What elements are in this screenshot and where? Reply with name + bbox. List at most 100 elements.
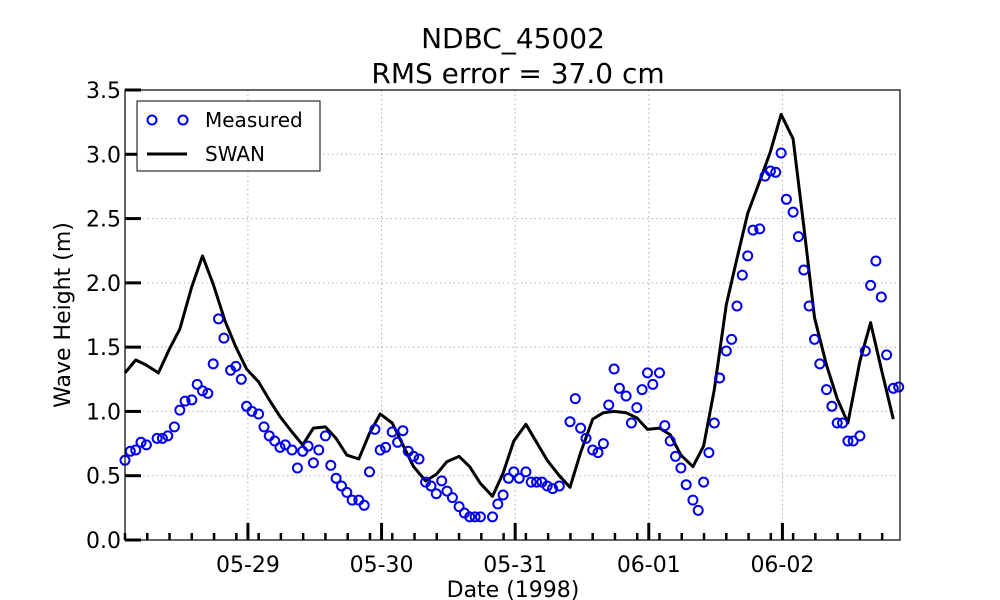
- measured-point: [174, 404, 186, 416]
- measured-point: [893, 381, 905, 393]
- measured-point: [647, 378, 659, 390]
- measured-point: [736, 269, 748, 281]
- measured-point: [608, 363, 620, 375]
- measured-point: [492, 498, 504, 510]
- measured-point: [580, 432, 592, 444]
- measured-point: [659, 420, 671, 432]
- measured-point: [625, 417, 637, 429]
- y-tick-label: 2.0: [86, 272, 121, 297]
- measured-point: [374, 444, 386, 456]
- y-axis-label: Wave Height (m): [51, 222, 76, 408]
- measured-point: [541, 480, 553, 492]
- measured-point: [413, 453, 425, 465]
- measured-point: [642, 367, 653, 379]
- chart-title: NDBC_45002: [421, 22, 605, 55]
- measured-point: [831, 417, 843, 429]
- measured-point: [151, 432, 163, 444]
- y-tick-label: 2.5: [86, 208, 121, 233]
- measured-point: [787, 206, 799, 218]
- axis-ticks: [123, 88, 884, 542]
- measured-point: [837, 417, 848, 429]
- measured-point: [386, 426, 398, 438]
- measured-point: [246, 405, 258, 417]
- tick-labels: 0.0 0.5 1.0 1.5 2.0 2.5 3.0 3.5 05-29 05-30 05-31 0…: [86, 79, 814, 578]
- measured-point: [474, 511, 486, 523]
- measured-point: [775, 147, 787, 159]
- measured-point: [307, 457, 319, 469]
- measured-point: [392, 436, 404, 448]
- measured-point: [742, 250, 754, 262]
- measured-point: [369, 423, 381, 435]
- measured-point: [135, 436, 147, 448]
- measured-point: [553, 480, 565, 492]
- measured-point: [258, 421, 270, 433]
- measured-point: [592, 447, 604, 459]
- measured-point: [425, 480, 437, 492]
- measured-point: [313, 444, 325, 456]
- measured-point: [692, 504, 704, 516]
- y-tick-label: 3.5: [86, 79, 121, 104]
- measured-point: [213, 313, 224, 325]
- measured-point: [235, 373, 247, 385]
- measured-point: [865, 279, 877, 291]
- measured-point: [162, 430, 174, 442]
- x-tick-label: 06-02: [750, 553, 814, 578]
- measured-point: [207, 358, 219, 370]
- legend-box: [136, 100, 321, 172]
- measured-point: [197, 385, 208, 397]
- x-tick-label: 05-30: [350, 553, 414, 578]
- x-axis-label: Date (1998): [447, 578, 580, 600]
- measured-point: [325, 459, 337, 471]
- measured-point: [353, 494, 365, 506]
- measured-point: [302, 440, 314, 452]
- measured-point: [508, 466, 520, 478]
- measured-point: [487, 511, 498, 523]
- measured-point: [531, 476, 543, 488]
- measured-point: [714, 372, 726, 384]
- measured-point: [613, 382, 625, 394]
- legend-measured-label: Measured: [205, 108, 303, 132]
- measured-point: [854, 430, 866, 442]
- measured-point: [631, 402, 643, 414]
- measured-point: [469, 511, 481, 523]
- measured-point: [731, 300, 743, 312]
- measured-point: [887, 382, 899, 394]
- y-tick-label: 3.0: [86, 143, 121, 168]
- measured-point: [168, 421, 180, 433]
- measured-point: [798, 264, 810, 276]
- measured-point: [720, 345, 732, 357]
- measured-point: [156, 432, 168, 444]
- measured-point: [636, 384, 648, 396]
- measured-point: [430, 488, 442, 500]
- measured-point: [575, 422, 587, 434]
- measured-point: [503, 472, 514, 484]
- measured-point: [230, 360, 242, 372]
- measured-point: [274, 441, 286, 453]
- measured-point: [397, 425, 409, 437]
- measured-point: [780, 193, 792, 205]
- measured-point: [497, 489, 509, 501]
- measured-point: [297, 445, 309, 457]
- y-tick-label: 0.0: [86, 529, 121, 554]
- measured-point: [814, 358, 826, 370]
- measured-point: [202, 387, 214, 399]
- y-tick-label: 1.0: [86, 400, 121, 425]
- measured-point: [186, 394, 198, 406]
- legend-measured-marker-1: [146, 114, 158, 126]
- measured-point: [680, 479, 692, 491]
- measured-point: [291, 462, 303, 474]
- swan-series-line: [123, 112, 895, 498]
- measured-point: [520, 466, 532, 478]
- measured-point: [179, 395, 191, 407]
- measured-point: [620, 390, 632, 402]
- measured-point: [764, 165, 776, 177]
- measured-point: [875, 291, 887, 303]
- x-tick-label: 05-31: [483, 553, 547, 578]
- measured-point: [547, 483, 559, 495]
- measured-point: [603, 399, 615, 411]
- measured-point: [269, 435, 281, 447]
- measured-point: [664, 435, 676, 447]
- measured-point: [881, 349, 893, 361]
- measured-point: [859, 345, 871, 357]
